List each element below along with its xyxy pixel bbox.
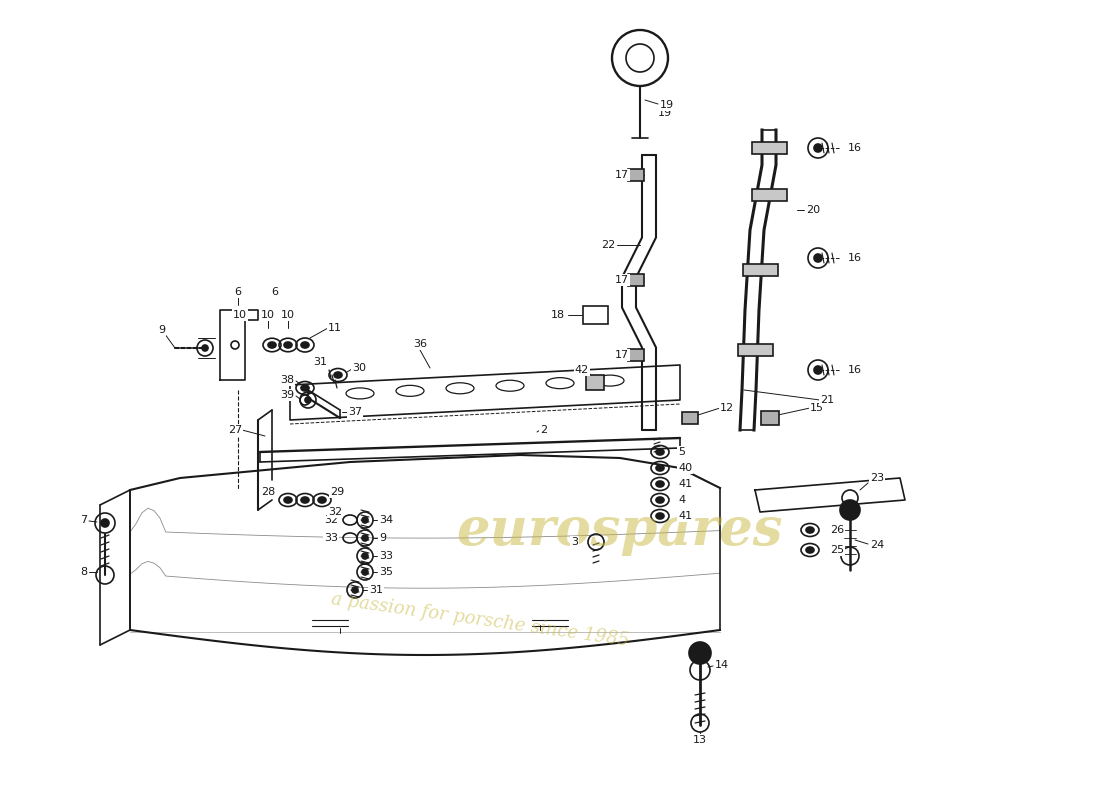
Circle shape: [362, 569, 369, 575]
Text: 5: 5: [678, 447, 685, 457]
Text: 21: 21: [820, 395, 834, 405]
Circle shape: [362, 517, 369, 523]
Text: 31: 31: [314, 357, 327, 367]
Text: 31: 31: [368, 585, 383, 595]
Circle shape: [840, 500, 860, 520]
Bar: [742, 264, 778, 276]
Text: 14: 14: [715, 660, 729, 670]
Text: 41: 41: [678, 479, 692, 489]
Text: 3: 3: [571, 537, 578, 547]
Circle shape: [814, 366, 822, 374]
Circle shape: [814, 254, 822, 262]
Bar: [682, 412, 698, 424]
Text: 7: 7: [80, 515, 87, 525]
Text: 20: 20: [806, 205, 821, 215]
Text: 33: 33: [379, 551, 393, 561]
Text: 24: 24: [870, 540, 884, 550]
Text: 22: 22: [601, 240, 615, 250]
Text: 17: 17: [615, 350, 629, 360]
Ellipse shape: [284, 342, 292, 348]
Text: 28: 28: [261, 487, 275, 497]
Ellipse shape: [806, 547, 814, 553]
Text: 32: 32: [323, 515, 338, 525]
Text: 41: 41: [678, 511, 692, 521]
Text: 10: 10: [261, 310, 275, 320]
Text: 32: 32: [328, 507, 342, 517]
Bar: [751, 189, 786, 201]
Ellipse shape: [806, 527, 814, 533]
Bar: [751, 142, 786, 154]
Text: 9: 9: [158, 325, 166, 335]
Circle shape: [814, 144, 822, 152]
Circle shape: [689, 642, 711, 664]
Text: 12: 12: [720, 403, 734, 413]
Text: 6: 6: [272, 287, 278, 297]
Text: 2: 2: [540, 425, 547, 435]
Circle shape: [202, 345, 208, 351]
Circle shape: [362, 553, 369, 559]
Text: 37: 37: [348, 407, 362, 417]
Ellipse shape: [301, 385, 309, 391]
Polygon shape: [290, 365, 680, 420]
Ellipse shape: [656, 449, 664, 455]
Text: 9: 9: [379, 533, 386, 543]
Circle shape: [101, 519, 109, 527]
Text: 29: 29: [330, 487, 344, 497]
Ellipse shape: [656, 465, 664, 471]
Text: 13: 13: [693, 735, 707, 745]
Polygon shape: [220, 310, 258, 380]
Text: 17: 17: [615, 275, 629, 285]
Ellipse shape: [318, 497, 326, 503]
Text: 23: 23: [870, 473, 884, 483]
Bar: [628, 274, 643, 286]
Bar: [761, 411, 779, 425]
Text: 10: 10: [233, 310, 248, 320]
Text: 30: 30: [352, 363, 366, 373]
Ellipse shape: [268, 342, 276, 348]
Text: 38: 38: [279, 375, 294, 385]
Ellipse shape: [301, 342, 309, 348]
Text: 26: 26: [830, 525, 844, 535]
Text: 35: 35: [379, 567, 393, 577]
Bar: [628, 349, 643, 361]
Text: 42: 42: [575, 365, 590, 375]
Text: 15: 15: [810, 403, 824, 413]
Text: 34: 34: [379, 515, 393, 525]
Text: 18: 18: [551, 310, 565, 320]
Text: 16: 16: [848, 253, 862, 263]
Circle shape: [305, 397, 311, 403]
Ellipse shape: [301, 497, 309, 503]
Text: 4: 4: [678, 495, 685, 505]
Text: 11: 11: [328, 323, 342, 333]
Bar: [628, 169, 643, 181]
Bar: [583, 306, 607, 324]
Text: 40: 40: [678, 463, 692, 473]
Text: a passion for porsche since 1985: a passion for porsche since 1985: [330, 590, 630, 650]
Text: 19: 19: [660, 100, 674, 110]
Ellipse shape: [656, 481, 664, 487]
Bar: [737, 344, 772, 356]
Text: 39: 39: [279, 390, 294, 400]
Text: 6: 6: [234, 287, 242, 297]
Text: 27: 27: [228, 425, 242, 435]
Polygon shape: [755, 478, 905, 512]
Text: 8: 8: [80, 567, 87, 577]
Text: 10: 10: [280, 310, 295, 320]
Ellipse shape: [656, 513, 664, 519]
Text: 36: 36: [412, 339, 427, 349]
Text: 17: 17: [615, 170, 629, 180]
Bar: [586, 374, 604, 390]
Ellipse shape: [284, 497, 292, 503]
Circle shape: [352, 587, 358, 593]
Text: eurospares: eurospares: [456, 505, 783, 555]
Text: 19: 19: [658, 108, 672, 118]
Ellipse shape: [656, 497, 664, 503]
Ellipse shape: [334, 372, 342, 378]
Text: 33: 33: [324, 533, 338, 543]
Text: 25: 25: [830, 545, 844, 555]
Circle shape: [362, 535, 369, 541]
Text: 16: 16: [848, 143, 862, 153]
Text: 16: 16: [848, 365, 862, 375]
